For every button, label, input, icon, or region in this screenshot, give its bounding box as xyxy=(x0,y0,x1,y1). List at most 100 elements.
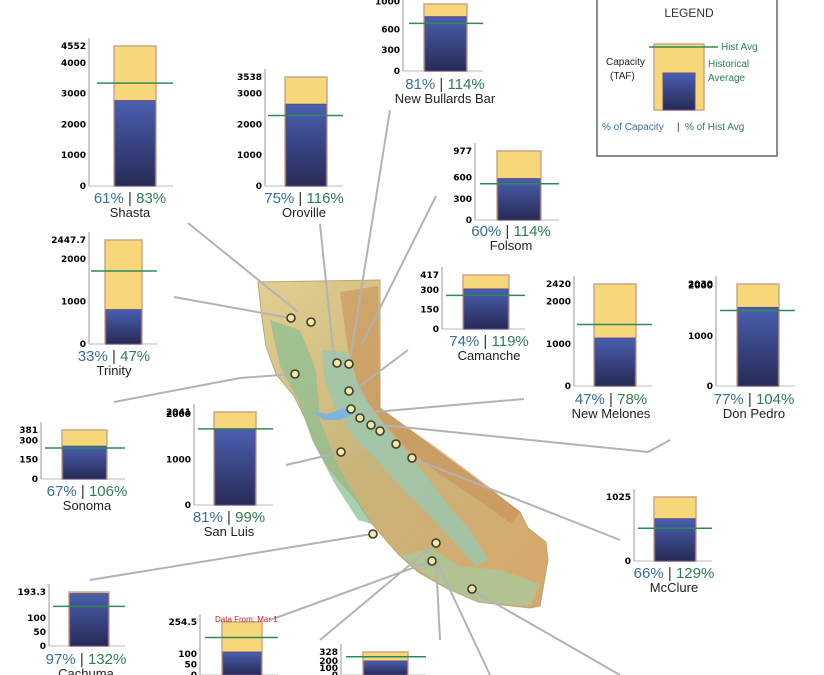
reservoir-name: Sonoma xyxy=(63,498,112,513)
tick-label: 1000 xyxy=(61,298,86,308)
reservoir-chart: 3282001000 xyxy=(319,644,426,675)
central-valley xyxy=(322,350,488,566)
storage-bar xyxy=(285,103,327,187)
reservoir-chart: 4552 4000 3000 2000 1000 0 61% | 83%Shasta xyxy=(61,38,173,220)
pct-capacity: 75% xyxy=(264,190,294,207)
reservoir-name: Oroville xyxy=(282,205,326,220)
pct-hist-avg: 119% xyxy=(492,333,529,350)
reservoir-chart: 2420 2000 1000 0 47% | 78%New Melones xyxy=(546,276,652,421)
pct-capacity: 47% xyxy=(575,391,605,408)
legend-hist-avg-label: Hist Avg xyxy=(721,42,758,53)
reservoir-marker xyxy=(368,529,378,539)
percent-label: 77% | 104% xyxy=(714,391,795,408)
tick-label: 2030 xyxy=(688,280,713,290)
legend-title: LEGEND xyxy=(664,6,714,20)
tick-label: 0 xyxy=(466,216,472,226)
leader-line xyxy=(319,542,437,641)
tick-label: 300 xyxy=(420,286,439,296)
pct-separator: | xyxy=(76,651,88,668)
tick-label: 977 xyxy=(453,147,472,157)
pct-capacity: 81% xyxy=(193,509,223,526)
tick-label: 1000 xyxy=(61,151,86,161)
storage-bar xyxy=(654,518,696,562)
leader-line xyxy=(411,457,621,541)
reservoir-name: McClure xyxy=(650,580,698,595)
reservoir-marker xyxy=(427,556,437,566)
tick-label: 0 xyxy=(433,325,439,335)
tick-label: 2447.7 xyxy=(51,236,86,246)
pct-capacity: 61% xyxy=(94,190,124,207)
tick-label: 2000 xyxy=(166,410,191,420)
storage-bar xyxy=(594,337,636,387)
leader-line xyxy=(435,559,491,675)
pct-hist-avg: 78% xyxy=(617,391,647,408)
reservoir-marker xyxy=(286,313,296,323)
leader-line xyxy=(435,559,441,641)
reservoir-chart: 3538 3000 2000 1000 075% | 116%Oroville xyxy=(237,69,344,220)
tick-label: 300 xyxy=(19,436,38,446)
pct-capacity: 66% xyxy=(634,565,664,582)
legend-separator: | xyxy=(677,122,680,133)
reservoir-name: New Melones xyxy=(572,406,651,421)
percent-label: 81% | 99% xyxy=(193,509,265,526)
pct-capacity: 81% xyxy=(405,76,435,93)
reservoir-marker xyxy=(355,413,365,423)
tick-label: 3538 xyxy=(237,73,262,83)
reservoir-marker xyxy=(344,359,354,369)
tick-label: 150 xyxy=(420,306,439,316)
tick-label: 1000 xyxy=(237,151,262,161)
pct-hist-avg: 132% xyxy=(88,651,126,668)
tick-label: 193.3 xyxy=(18,588,46,598)
reservoir-name: Don Pedro xyxy=(723,406,785,421)
tick-label: 328 xyxy=(319,648,338,658)
pct-capacity: 67% xyxy=(47,483,77,500)
legend-average-label: Average xyxy=(708,73,746,84)
pct-hist-avg: 83% xyxy=(136,190,166,207)
pct-separator: | xyxy=(108,348,120,365)
reservoir-chart: 2447.7 2000 1000 033% | 47%Trinity xyxy=(51,232,157,378)
pct-hist-avg: 129% xyxy=(676,565,714,582)
percent-label: 66% | 129% xyxy=(634,565,715,582)
tick-label: 0 xyxy=(80,340,86,350)
legend-pct-capacity: % of Capacity xyxy=(602,122,664,133)
percent-label: 67% | 106% xyxy=(47,483,128,500)
legend-capacity-label: Capacity xyxy=(606,57,645,68)
reservoir-marker xyxy=(431,538,441,548)
pct-separator: | xyxy=(124,190,136,207)
reservoir-marker xyxy=(344,386,354,396)
reservoir-marker xyxy=(366,420,376,430)
data-date-note: Data From: Mar 1 xyxy=(215,615,278,624)
tick-label: 2000 xyxy=(237,120,262,130)
storage-bar xyxy=(222,651,262,675)
legend-historical-label: Historical xyxy=(708,59,749,70)
tick-label: 0 xyxy=(32,475,38,485)
tick-label: 0 xyxy=(565,382,571,392)
reservoir-marker xyxy=(375,426,385,436)
reservoir-marker xyxy=(336,447,346,457)
percent-label: 33% | 47% xyxy=(78,348,150,365)
legend-pct-hist: % of Hist Avg xyxy=(685,122,744,133)
tick-label: 200 xyxy=(319,657,338,667)
tick-label: 1000 xyxy=(166,455,191,465)
reservoir-marker xyxy=(290,369,300,379)
storage-bar xyxy=(363,660,408,675)
storage-bar xyxy=(105,309,142,345)
leader-line xyxy=(187,222,299,313)
pct-capacity: 97% xyxy=(46,651,76,668)
tick-label: 0 xyxy=(625,557,631,567)
tick-label: 0 xyxy=(40,642,46,652)
leader-line xyxy=(349,109,391,361)
reservoir-chart: 417 300 150 0 74% | 119%Camanche xyxy=(420,267,529,363)
reservoir-chart: 193.3 100 50 097% | 132%Cachuma xyxy=(18,584,126,675)
tick-label: 0 xyxy=(191,671,197,675)
leader-line xyxy=(113,373,294,403)
tick-label: 2000 xyxy=(61,120,86,130)
reservoir-marker xyxy=(332,358,342,368)
tick-label: 1000 xyxy=(688,332,713,342)
leader-line xyxy=(371,423,671,454)
